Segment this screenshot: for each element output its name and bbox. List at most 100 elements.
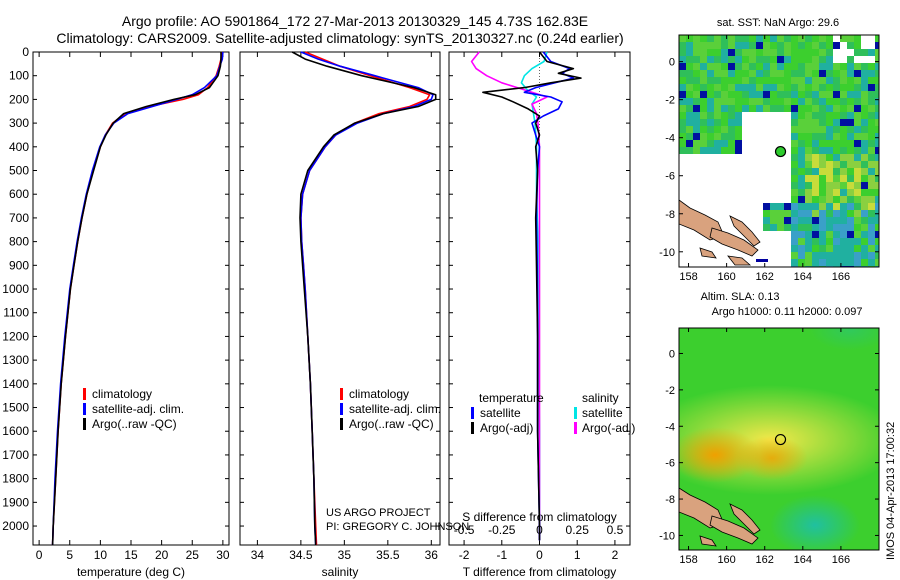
sst-cell (812, 105, 819, 112)
sst-cell (854, 245, 861, 252)
sst-cell (819, 77, 826, 84)
sst-cell (819, 189, 826, 196)
sst-cell (798, 259, 805, 266)
sst-cell (833, 161, 840, 168)
salinity-diff-tick-label: 0.5 (607, 523, 624, 537)
sst-cell (791, 112, 798, 119)
sst-cell (819, 245, 826, 252)
sst-cell (840, 252, 847, 259)
sst-map-axes: 158 160 162 164 166 0 -2 -4 -6 -8 -10 (659, 35, 879, 283)
sst-cell (714, 70, 721, 77)
sst-cell (714, 77, 721, 84)
sst-cell (798, 210, 805, 217)
sst-cell (749, 35, 756, 42)
sst-cell (840, 126, 847, 133)
sst-cell (868, 147, 875, 154)
y-tick-label: 1900 (2, 495, 29, 509)
sst-cell (700, 119, 707, 126)
sst-cell (812, 161, 819, 168)
sst-cell (770, 91, 777, 98)
sst-cell (679, 105, 686, 112)
sst-cell (826, 231, 833, 238)
sst-cell (735, 77, 742, 84)
sst-cell (686, 140, 693, 147)
sst-cell (868, 105, 875, 112)
sst-cell (812, 119, 819, 126)
sst-cell (826, 224, 833, 231)
sst-cell (679, 70, 686, 77)
sst-cell (805, 154, 812, 161)
sst-cell (777, 70, 784, 77)
sst-cell (875, 252, 879, 259)
sst-cell (805, 252, 812, 259)
sst-land-shape (709, 227, 759, 257)
sst-cell (679, 112, 686, 119)
legend-label: satellite (582, 406, 623, 420)
sst-cell (686, 56, 693, 63)
sst-cell (819, 259, 826, 266)
map-y-tick-label: -6 (665, 171, 675, 183)
sst-cell (798, 56, 805, 63)
sst-cell (679, 49, 686, 56)
y-tick-label: 100 (9, 69, 29, 83)
sst-cell (833, 63, 840, 70)
legend-label: Argo(-adj) (480, 421, 533, 435)
sst-cell (784, 210, 791, 217)
sst-cell (679, 42, 686, 49)
sst-cell (798, 42, 805, 49)
sst-cell (728, 42, 735, 49)
sst-cell (707, 84, 714, 91)
sst-map-border (678, 34, 880, 268)
sst-cell (819, 147, 826, 154)
x-tick-label: 0 (536, 548, 543, 562)
sst-cell (798, 35, 805, 42)
sst-cell (693, 105, 700, 112)
sst-cell (714, 119, 721, 126)
sst-cell (847, 154, 854, 161)
sst-cell (763, 35, 770, 42)
sst-cell (791, 175, 798, 182)
sst-cell (784, 63, 791, 70)
sst-cell (693, 56, 700, 63)
sst-cell (770, 224, 777, 231)
sst-cell (875, 238, 879, 245)
sst-cell (700, 56, 707, 63)
sst-cell (714, 49, 721, 56)
legend-title: temperature (479, 391, 544, 405)
sst-cell (854, 224, 861, 231)
sst-cell (875, 231, 879, 238)
sst-cell (679, 63, 686, 70)
sst-cell (847, 140, 854, 147)
sst-cell (686, 49, 693, 56)
sst-cell (875, 189, 879, 196)
y-tick-label: 1100 (3, 306, 29, 320)
sst-cell (840, 259, 847, 266)
sst-cell (819, 112, 826, 119)
sst-cell (707, 98, 714, 105)
sst-scale-bar (756, 259, 768, 262)
sst-cell (693, 112, 700, 119)
sst-cell (805, 70, 812, 77)
sst-cell (749, 105, 756, 112)
map-x-tick-label: 158 (679, 554, 697, 566)
sst-cell (805, 147, 812, 154)
sst-cell (875, 42, 879, 49)
sla-map (678, 327, 880, 551)
sla-map-subtitle: Argo h1000: 0.11 h2000: 0.097 (712, 306, 863, 318)
sst-cell (812, 112, 819, 119)
sst-cell (700, 35, 707, 42)
sst-cell (735, 133, 742, 140)
sst-cell (819, 133, 826, 140)
sst-cell (798, 98, 805, 105)
sst-cell (833, 147, 840, 154)
sst-cell (840, 217, 847, 224)
sst-cell (805, 189, 812, 196)
sst-cell (721, 70, 728, 77)
sst-cell (770, 70, 777, 77)
sst-cell (826, 210, 833, 217)
sst-cell (721, 147, 728, 154)
legend-label: Argo(-adj) (582, 421, 635, 435)
sst-cell (875, 105, 879, 112)
sst-cell (707, 126, 714, 133)
sst-cell (721, 42, 728, 49)
